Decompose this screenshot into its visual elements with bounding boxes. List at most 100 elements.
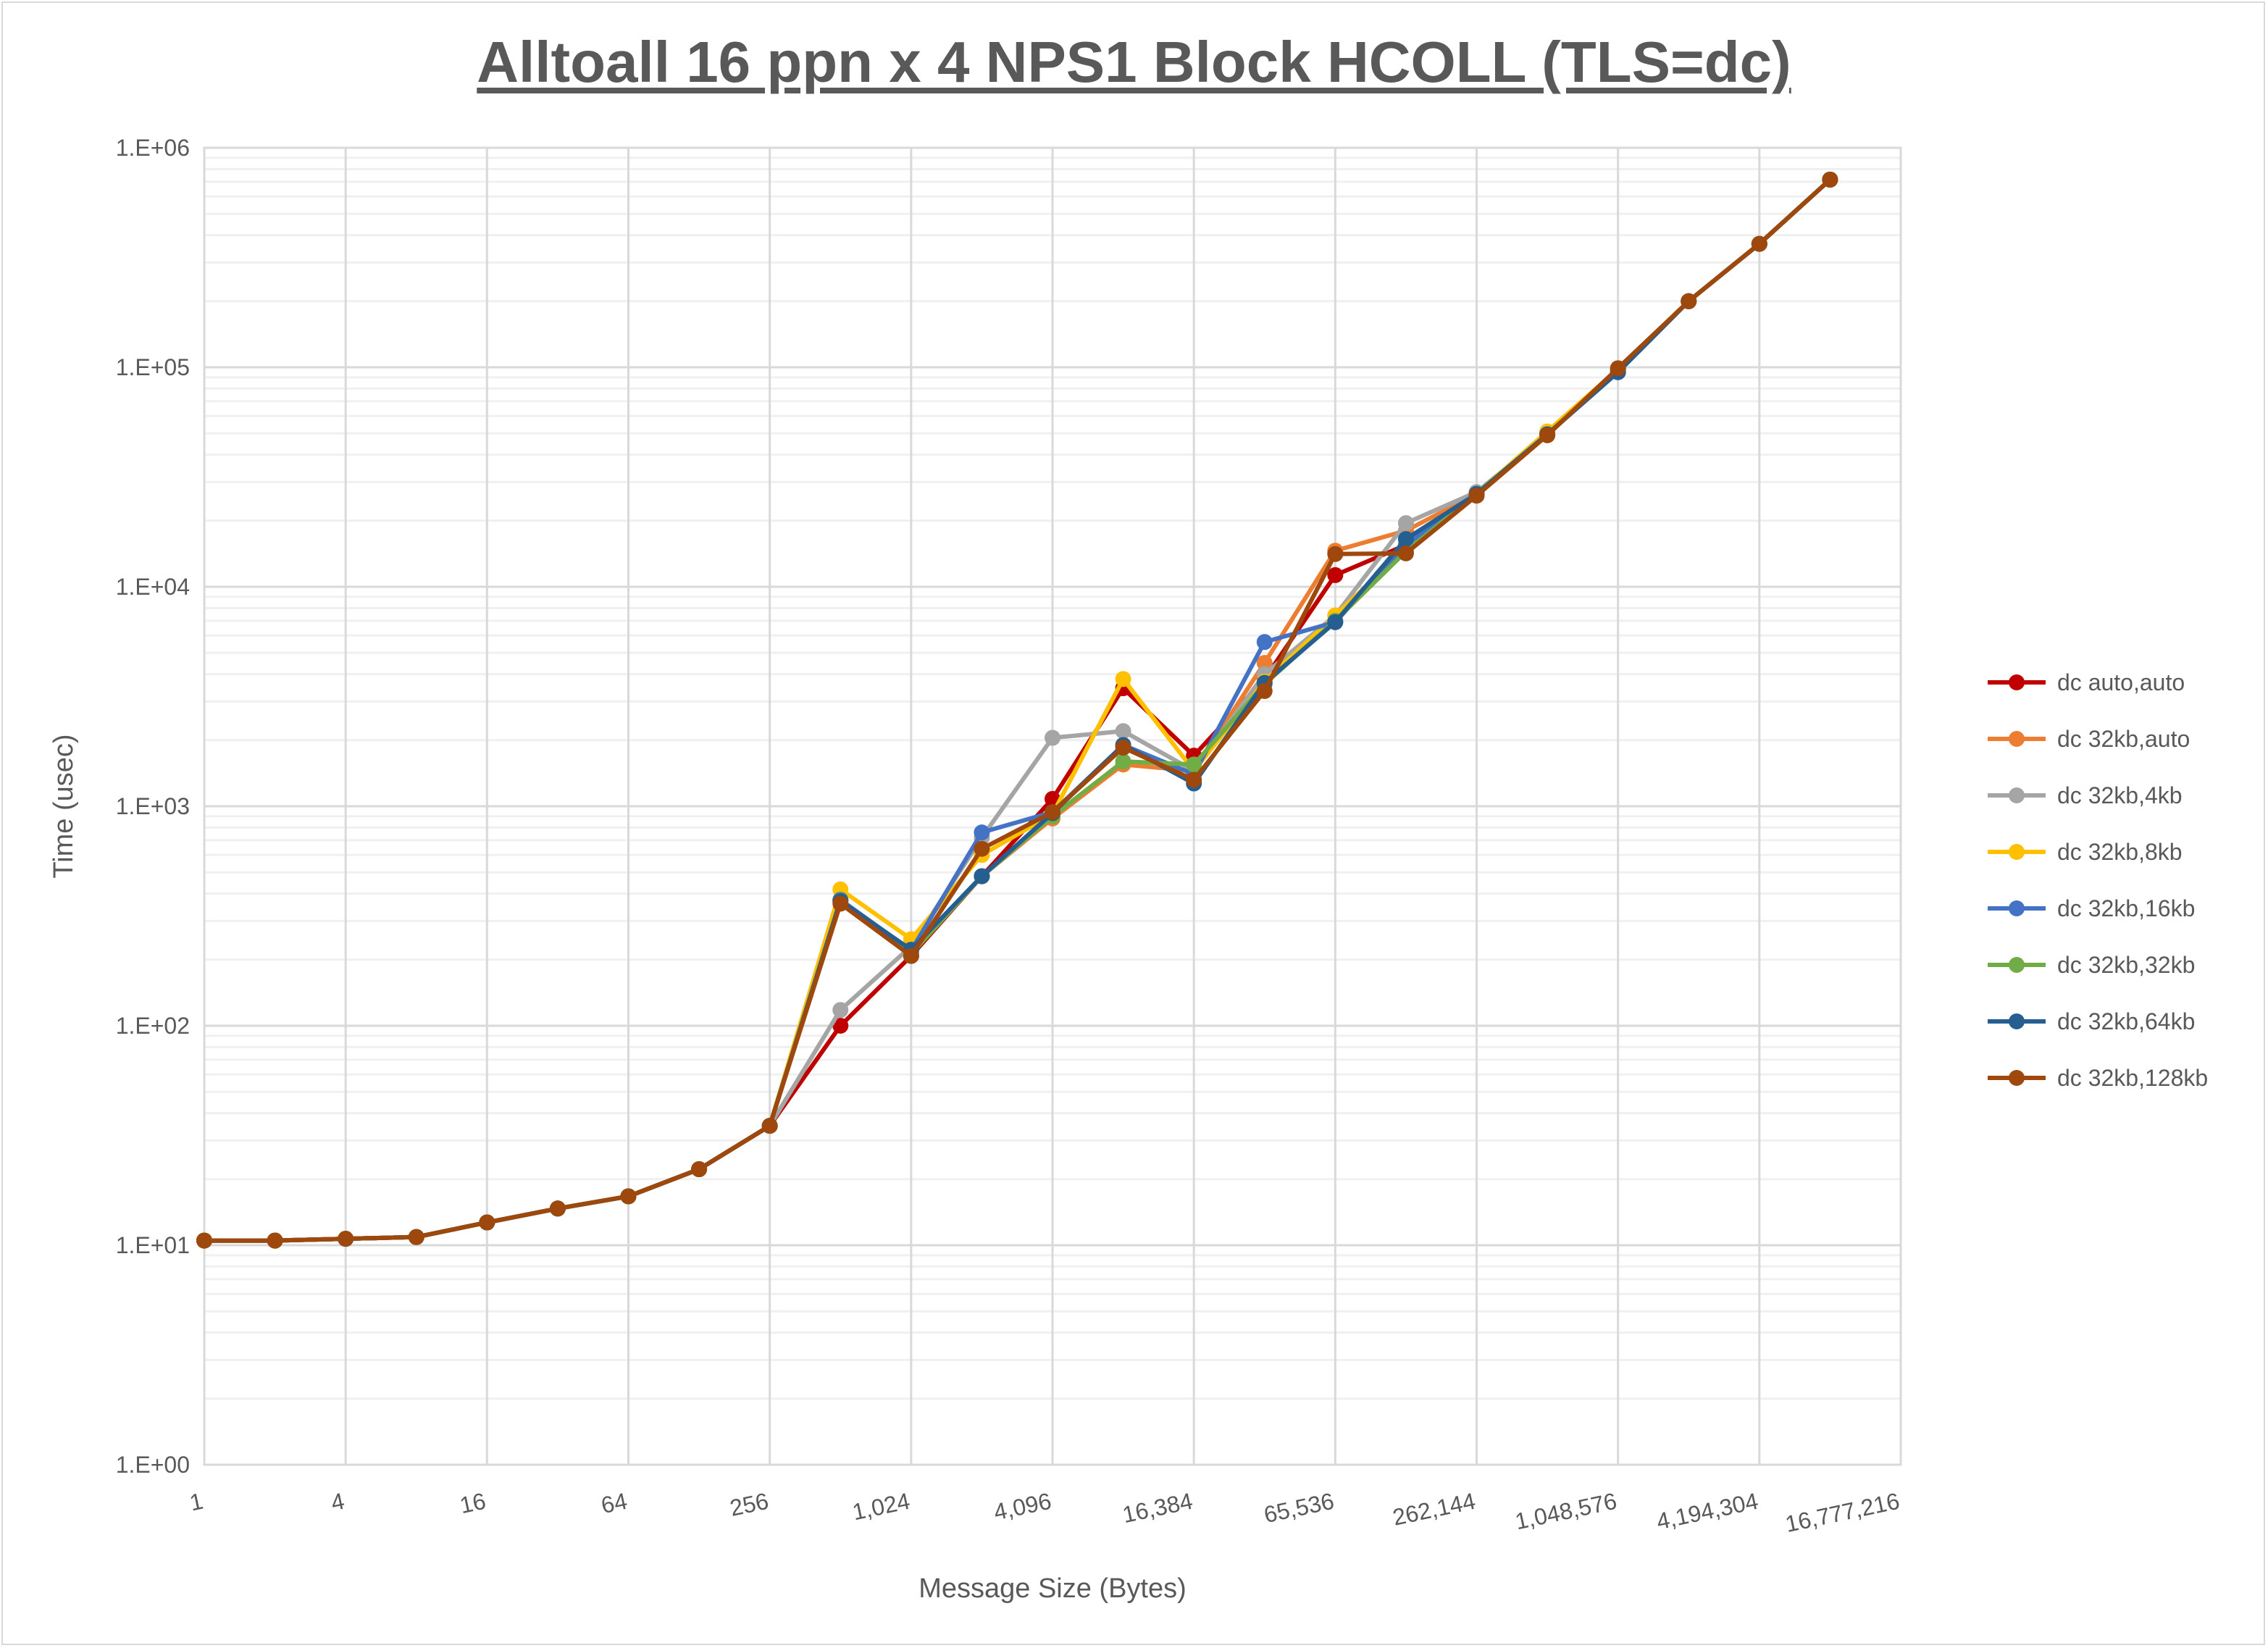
data-point [832, 1002, 849, 1019]
data-point [267, 1232, 283, 1249]
legend-marker [2009, 731, 2025, 747]
legend-label: dc 32kb,8kb [2057, 839, 2183, 865]
x-tick-label: 16 [457, 1488, 488, 1519]
data-point [1115, 753, 1131, 770]
series-7 [196, 171, 1838, 1249]
y-tick-label: 1.E+01 [116, 1232, 190, 1258]
plot-area [203, 146, 1902, 1466]
data-point [1256, 634, 1273, 651]
series-line [204, 177, 1832, 1243]
data-point [479, 1214, 495, 1231]
data-point [1115, 740, 1131, 756]
data-point [1822, 171, 1838, 188]
legend-label: dc 32kb,16kb [2057, 895, 2195, 921]
data-point [1045, 729, 1060, 746]
legend-label: dc 32kb,32kb [2057, 952, 2195, 978]
data-point [1539, 427, 1556, 443]
series-4 [196, 171, 1838, 1249]
x-tick-label: 4,194,304 [1654, 1488, 1761, 1535]
data-point [1327, 614, 1344, 630]
x-tick-label: 1,024 [850, 1488, 912, 1526]
series-1 [196, 171, 1838, 1249]
data-point [974, 824, 990, 841]
data-point [832, 1018, 849, 1034]
data-point [903, 948, 919, 964]
series-2 [196, 171, 1838, 1249]
legend-item: dc 32kb,64kb [1988, 1008, 2195, 1034]
legend-marker [2009, 900, 2025, 916]
x-tick-label: 1,048,576 [1512, 1488, 1619, 1535]
data-point [408, 1229, 424, 1245]
legend-item: dc 32kb,128kb [1988, 1065, 2208, 1091]
y-tick-label: 1.E+03 [116, 793, 190, 819]
data-point [1610, 360, 1626, 377]
x-tick-label: 16,384 [1120, 1488, 1194, 1528]
legend-label: dc 32kb,64kb [2057, 1008, 2195, 1034]
legend-marker [2009, 844, 2025, 860]
data-point [1186, 771, 1202, 788]
legend-marker [2009, 787, 2025, 803]
data-point [1327, 566, 1344, 583]
data-point [1256, 682, 1273, 699]
data-point [1468, 488, 1485, 504]
legend-item: dc 32kb,8kb [1988, 839, 2183, 865]
data-point [1751, 235, 1767, 252]
data-point [1115, 723, 1131, 740]
series-line [204, 177, 1832, 1243]
legend-marker [2009, 1013, 2025, 1029]
data-point [1397, 515, 1414, 532]
chart-title: Alltoall 16 ppn x 4 NPS1 Block HCOLL (TL… [477, 30, 1791, 94]
legend-label: dc 32kb,4kb [2057, 782, 2183, 808]
legend-marker [2009, 1070, 2025, 1086]
data-point [1256, 655, 1273, 672]
legend-item: dc auto,auto [1988, 669, 2185, 695]
data-point [691, 1161, 708, 1178]
y-axis-label: Time (usec) [49, 734, 79, 878]
legend-item: dc 32kb,16kb [1988, 895, 2195, 921]
legend-label: dc 32kb,128kb [2057, 1065, 2208, 1091]
series-6 [196, 171, 1838, 1249]
y-tick-label: 1.E+06 [116, 135, 190, 161]
y-tick-label: 1.E+00 [116, 1452, 190, 1478]
legend-marker [2009, 957, 2025, 973]
series-3 [196, 171, 1838, 1249]
x-tick-label: 262,144 [1390, 1488, 1478, 1531]
data-point [1045, 804, 1060, 821]
y-tick-label: 1.E+05 [116, 354, 190, 380]
y-tick-label: 1.E+04 [116, 574, 190, 600]
data-point [196, 1232, 212, 1249]
y-tick-label: 1.E+02 [116, 1013, 190, 1039]
series-line [204, 177, 1832, 1243]
series-line [204, 177, 1832, 1243]
legend-label: dc auto,auto [2057, 669, 2185, 695]
data-point [1186, 756, 1202, 773]
x-tick-label: 64 [599, 1488, 629, 1519]
legend-item: dc 32kb,32kb [1988, 952, 2195, 978]
legend-label: dc 32kb,auto [2057, 726, 2190, 752]
data-point [974, 840, 990, 857]
data-point [832, 895, 849, 912]
legend-item: dc 32kb,4kb [1988, 782, 2183, 808]
series-line [204, 177, 1832, 1243]
series-line [204, 177, 1832, 1243]
series-line [204, 177, 1832, 1243]
data-point [1327, 545, 1344, 562]
data-point [549, 1200, 566, 1217]
data-point [1397, 545, 1414, 561]
data-point [1397, 531, 1414, 548]
x-tick-label: 4,096 [992, 1488, 1054, 1526]
series-line [204, 177, 1832, 1243]
x-tick-label: 16,777,216 [1783, 1488, 1901, 1538]
x-axis-label: Message Size (Bytes) [919, 1573, 1187, 1604]
data-point [1681, 293, 1697, 309]
legend-item: dc 32kb,auto [1988, 726, 2190, 752]
x-tick-label: 65,536 [1262, 1488, 1336, 1528]
data-point [974, 868, 990, 884]
data-point [761, 1118, 778, 1134]
data-point [620, 1188, 637, 1205]
series-5 [196, 171, 1838, 1249]
legend-marker [2009, 674, 2025, 690]
series-0 [196, 171, 1838, 1249]
